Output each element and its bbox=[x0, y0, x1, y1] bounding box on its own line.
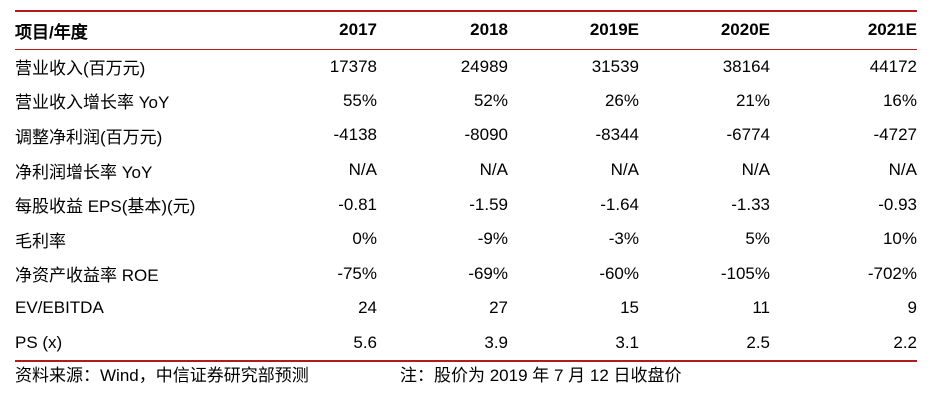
table-cell: 52% bbox=[473, 90, 508, 110]
header-year-2017: 2017 bbox=[339, 20, 377, 40]
header-year-2020e: 2020E bbox=[720, 20, 770, 40]
table-footer: 资料来源：Wind，中信证券研究部预测 注：股价为 2019 年 7 月 12 … bbox=[15, 361, 917, 385]
table-cell: -75% bbox=[337, 263, 377, 283]
table-row-revenue-growth: 营业收入增长率 YoY 55% 52% 26% 21% 16% bbox=[15, 84, 917, 119]
table-cell: -6774 bbox=[726, 125, 770, 145]
table-cell: 21% bbox=[735, 90, 770, 110]
table-cell: 9 bbox=[907, 298, 917, 318]
table-cell: -8344 bbox=[595, 125, 639, 145]
table-cell: -1.64 bbox=[600, 194, 639, 214]
header-year-2019e: 2019E bbox=[589, 20, 639, 40]
table-cell: 5.6 bbox=[353, 333, 377, 353]
table-cell: 38164 bbox=[722, 56, 770, 76]
financial-forecast-table: 项目/年度 2017 2018 2019E 2020E 2021E 营业收入(百… bbox=[15, 12, 917, 360]
table-cell: N/A bbox=[741, 160, 770, 180]
row-label: 毛利率 bbox=[15, 231, 66, 251]
table-cell: 26% bbox=[604, 90, 639, 110]
table-cell: -0.93 bbox=[878, 194, 917, 214]
table-row-adjusted-net-profit: 调整净利润(百万元) -4138 -8090 -8344 -6774 -4727 bbox=[15, 118, 917, 153]
table-cell: 15 bbox=[620, 298, 639, 318]
row-label: 每股收益 EPS(基本)(元) bbox=[15, 197, 196, 217]
table-cell: 27 bbox=[489, 298, 508, 318]
table-body: 营业收入(百万元) 17378 24989 31539 38164 44172 … bbox=[15, 49, 917, 360]
table-cell: 11 bbox=[752, 298, 770, 318]
table-cell: N/A bbox=[610, 160, 639, 180]
table-cell: 31539 bbox=[591, 56, 639, 76]
table-cell: 55% bbox=[342, 90, 377, 110]
table-cell: -105% bbox=[720, 263, 770, 283]
source-note: 资料来源：Wind，中信证券研究部预测 bbox=[15, 366, 309, 385]
table-cell: -60% bbox=[599, 263, 639, 283]
table-cell: 3.9 bbox=[484, 333, 508, 353]
table-cell: 24 bbox=[358, 298, 377, 318]
table-cell: 2.2 bbox=[893, 333, 917, 353]
table-cell: 44172 bbox=[869, 56, 917, 76]
row-label: PS (x) bbox=[15, 333, 63, 353]
header-year-2021e: 2021E bbox=[867, 20, 917, 40]
table-top-rule bbox=[15, 10, 917, 12]
table-header: 项目/年度 2017 2018 2019E 2020E 2021E bbox=[15, 12, 917, 49]
table-cell: N/A bbox=[479, 160, 508, 180]
table-cell: -9% bbox=[477, 229, 508, 249]
table-row-net-profit-growth: 净利润增长率 YoY N/A N/A N/A N/A N/A bbox=[15, 153, 917, 188]
table-cell: 3.1 bbox=[615, 333, 639, 353]
price-note: 注：股价为 2019 年 7 月 12 日收盘价 bbox=[400, 366, 682, 385]
table-bottom-rule bbox=[15, 360, 917, 363]
financial-forecast-table-container: 项目/年度 2017 2018 2019E 2020E 2021E 营业收入(百… bbox=[15, 10, 917, 363]
table-cell: 10% bbox=[882, 229, 917, 249]
table-cell: -4138 bbox=[333, 125, 377, 145]
table-cell: -1.59 bbox=[469, 194, 508, 214]
row-label: 营业收入(百万元) bbox=[15, 59, 146, 79]
table-cell: 16% bbox=[882, 90, 917, 110]
table-cell: -3% bbox=[608, 229, 639, 249]
row-label: 净利润增长率 YoY bbox=[15, 162, 153, 182]
table-cell: N/A bbox=[348, 160, 377, 180]
table-row-ev-ebitda: EV/EBITDA 24 27 15 11 9 bbox=[15, 291, 917, 326]
table-cell: 0% bbox=[352, 229, 377, 249]
header-label: 项目/年度 bbox=[15, 22, 88, 42]
table-cell: 17378 bbox=[329, 56, 377, 76]
table-cell: -8090 bbox=[464, 125, 508, 145]
table-cell: -0.81 bbox=[338, 194, 377, 214]
table-row-gross-margin: 毛利率 0% -9% -3% 5% 10% bbox=[15, 222, 917, 257]
row-label: EV/EBITDA bbox=[15, 298, 104, 318]
table-cell: 24989 bbox=[460, 56, 508, 76]
table-row-roe: 净资产收益率 ROE -75% -69% -60% -105% -702% bbox=[15, 257, 917, 292]
row-label: 净资产收益率 ROE bbox=[15, 266, 159, 286]
table-row-ps: PS (x) 5.6 3.9 3.1 2.5 2.2 bbox=[15, 326, 917, 361]
table-row-revenue: 营业收入(百万元) 17378 24989 31539 38164 44172 bbox=[15, 49, 917, 84]
table-cell: -702% bbox=[867, 263, 917, 283]
table-cell: N/A bbox=[888, 160, 917, 180]
table-cell: -4727 bbox=[873, 125, 917, 145]
table-cell: 5% bbox=[745, 229, 770, 249]
table-cell: 2.5 bbox=[746, 333, 770, 353]
header-row: 项目/年度 2017 2018 2019E 2020E 2021E bbox=[15, 12, 917, 49]
table-cell: -1.33 bbox=[731, 194, 770, 214]
row-label: 调整净利润(百万元) bbox=[15, 127, 163, 147]
table-cell: -69% bbox=[468, 263, 508, 283]
header-year-2018: 2018 bbox=[470, 20, 508, 40]
table-row-eps: 每股收益 EPS(基本)(元) -0.81 -1.59 -1.64 -1.33 … bbox=[15, 187, 917, 222]
row-label: 营业收入增长率 YoY bbox=[15, 93, 170, 113]
